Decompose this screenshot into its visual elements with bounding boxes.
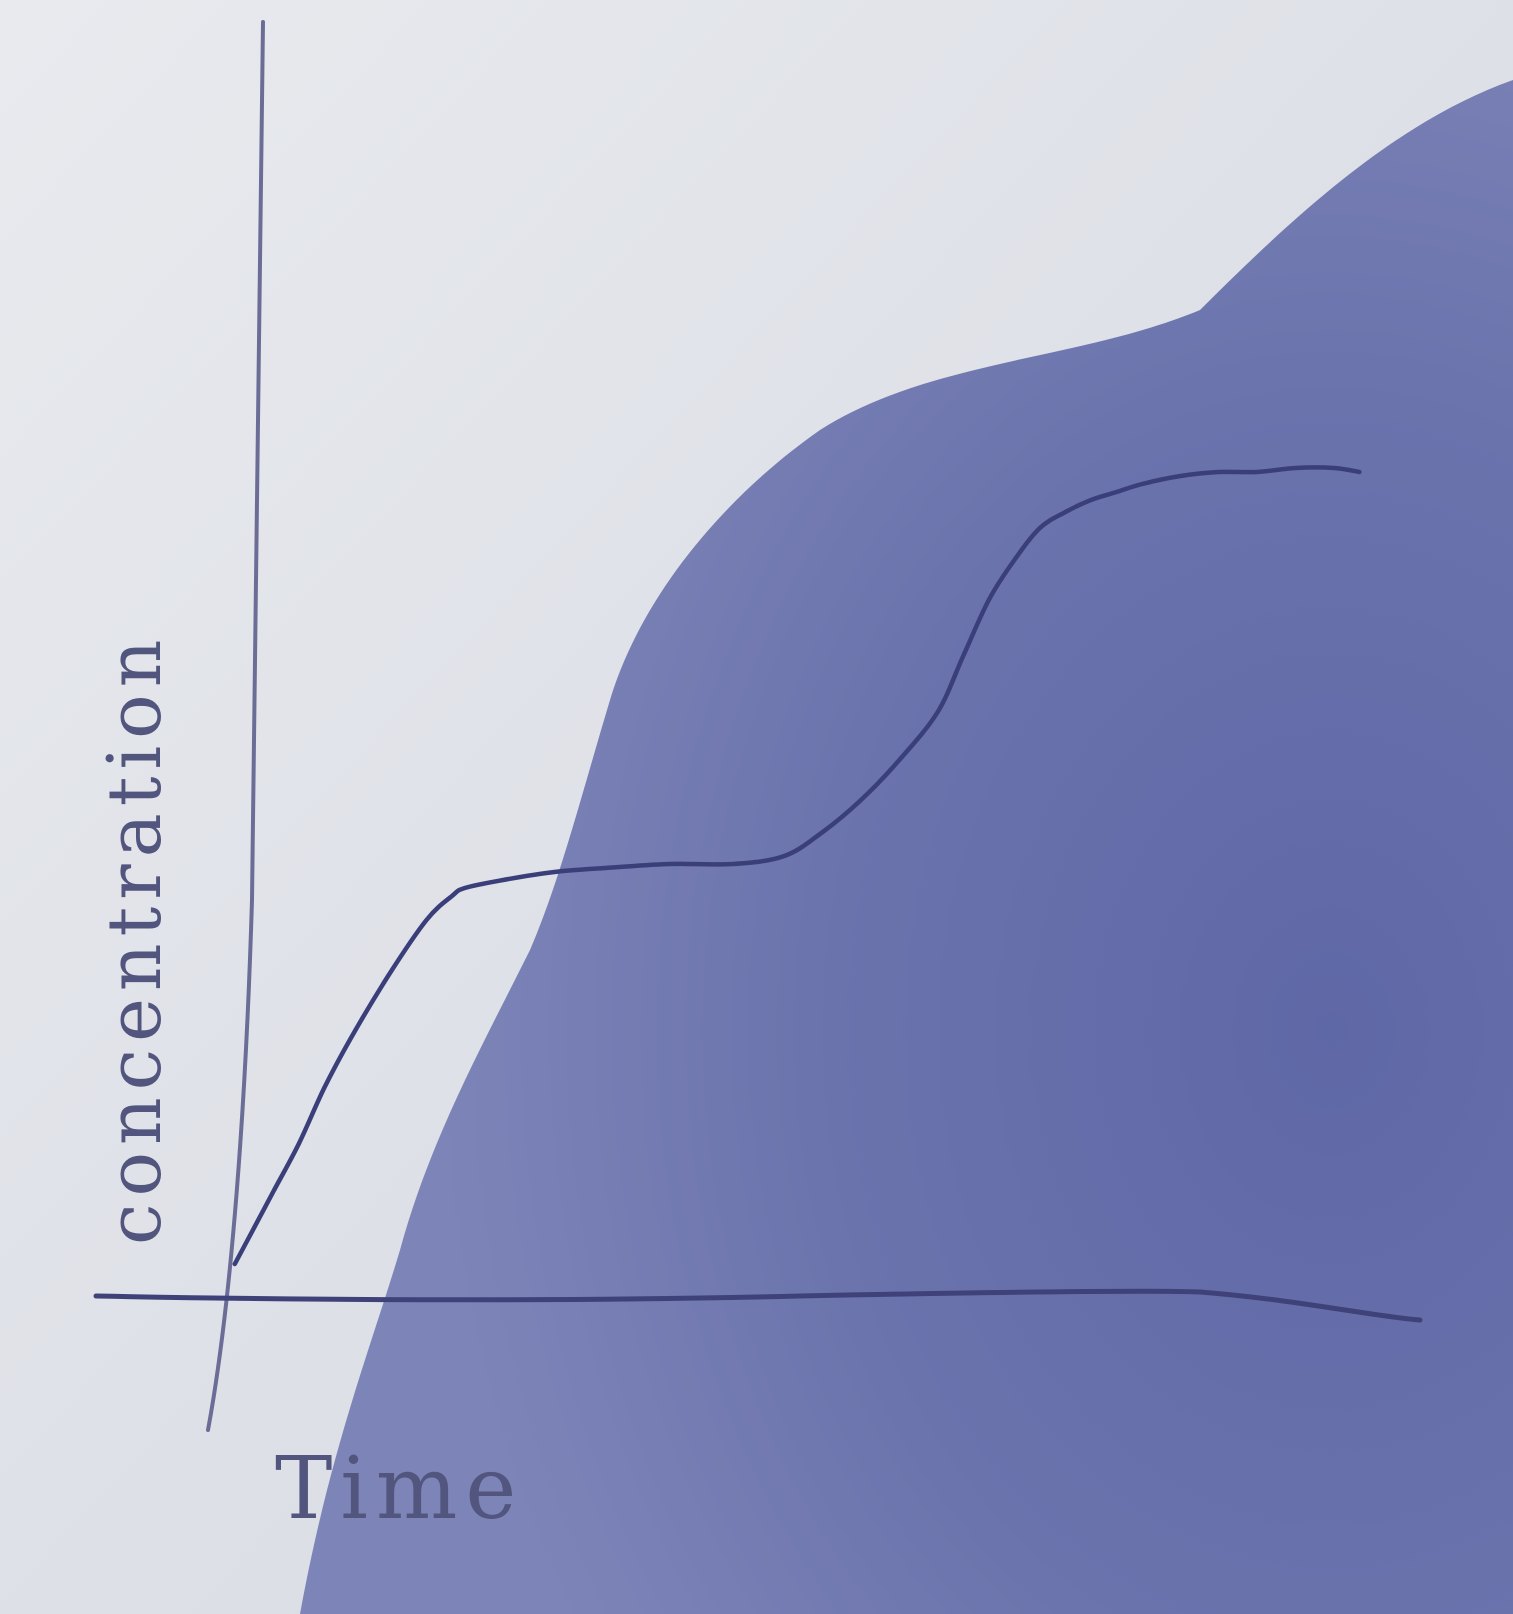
- x-axis-line: [93, 1288, 1423, 1323]
- x-axis-label: Time: [275, 1439, 524, 1539]
- y-axis-line: [206, 20, 265, 1432]
- shadow-region: [300, 80, 1513, 1614]
- y-axis-label: concentration: [92, 633, 178, 1245]
- series-line: [232, 465, 1362, 1267]
